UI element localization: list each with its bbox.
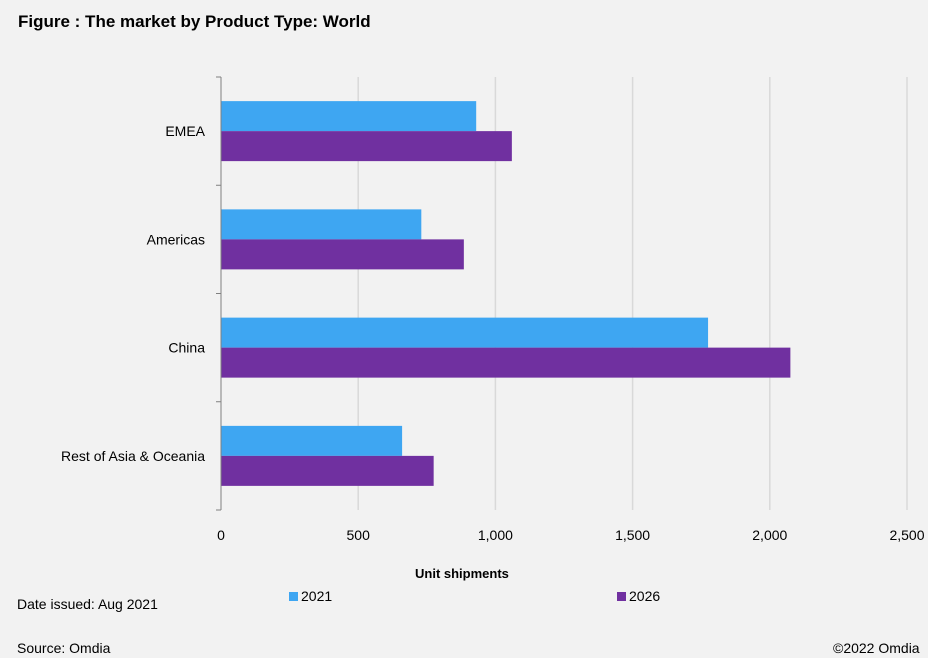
- bar-2026: [221, 131, 512, 162]
- legend-item-2026: 2026: [617, 588, 660, 604]
- bar-2021: [221, 101, 477, 132]
- x-tick-label: 1,500: [615, 527, 650, 543]
- y-tick-label: China: [168, 340, 205, 356]
- axes: [216, 76, 222, 511]
- y-tick-label: Americas: [147, 231, 205, 247]
- date-issued: Date issued: Aug 2021: [17, 596, 158, 612]
- bar-2021: [221, 425, 403, 456]
- bar-2026: [221, 455, 434, 486]
- legend-label-2021: 2021: [301, 588, 333, 604]
- x-tick-label: 500: [347, 527, 371, 543]
- bars: [221, 101, 791, 486]
- legend-swatch-2026: [617, 591, 626, 601]
- x-tick-label: 2,000: [752, 527, 787, 543]
- bar-2026: [221, 239, 464, 270]
- x-axis-label: Unit shipments: [415, 566, 509, 581]
- x-tick-label: 0: [217, 527, 225, 543]
- x-tick-label: 1,000: [478, 527, 513, 543]
- copyright-note: ©2022 Omdia: [833, 640, 920, 656]
- y-tick-label: Rest of Asia & Oceania: [61, 448, 205, 464]
- y-tick-label: EMEA: [165, 123, 205, 139]
- bar-2026: [221, 347, 791, 378]
- legend-swatch-2021: [289, 591, 298, 601]
- source-note: Source: Omdia: [17, 640, 111, 656]
- chart-title: Figure : The market by Product Type: Wor…: [18, 12, 371, 31]
- legend-item-2021: 2021: [289, 588, 332, 604]
- bar-2021: [221, 209, 422, 240]
- legend-label-2026: 2026: [629, 588, 661, 604]
- x-tick-label: 2,500: [889, 527, 924, 543]
- tick-labels: 0 500 1,000 1,500 2,000 2,500 EMEA Americas Chin…: [61, 123, 925, 543]
- bar-2021: [221, 317, 709, 348]
